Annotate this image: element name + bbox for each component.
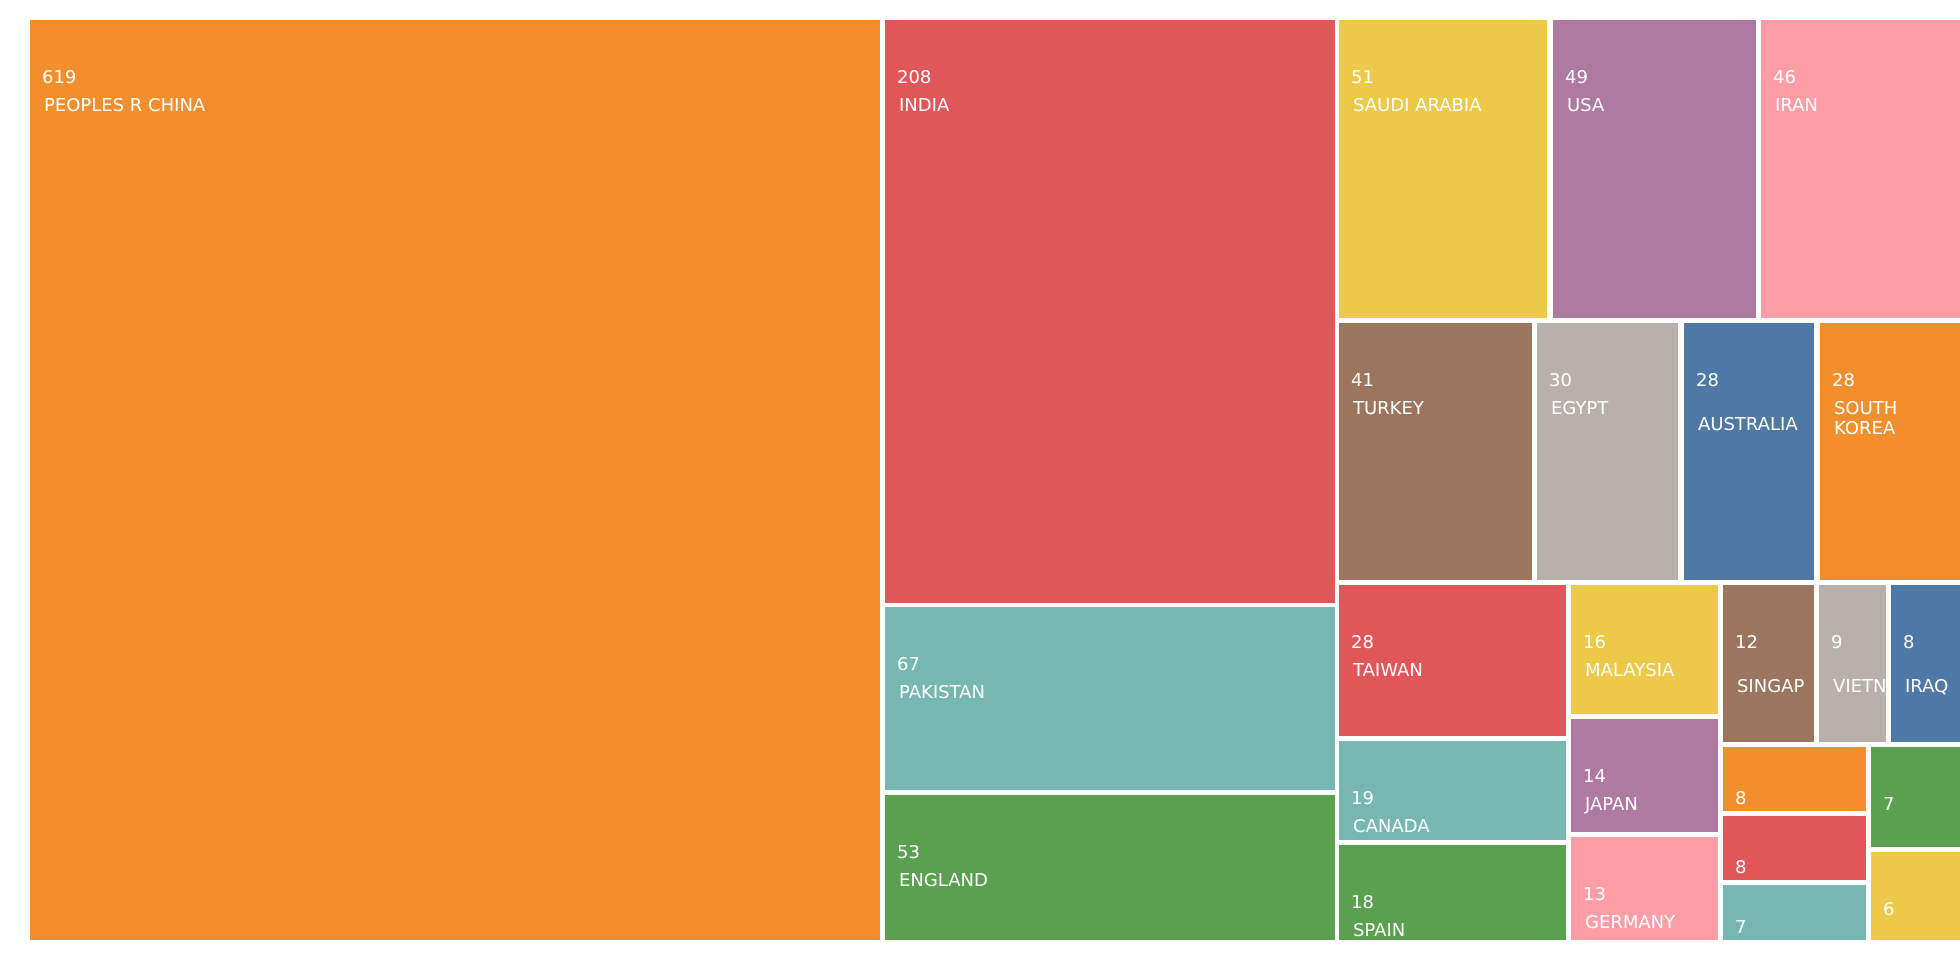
treemap-cell-value: 30	[1549, 370, 1572, 391]
treemap-cell-iran: 46 IRAN	[1761, 20, 1960, 318]
treemap-cell-value: 208	[897, 67, 932, 88]
treemap-cell-saudi-arabia: 51 SAUDI ARABIA	[1339, 20, 1547, 318]
treemap-cell-label: GERMANY	[1585, 912, 1676, 933]
treemap-cell-germany: 13 GERMANY	[1571, 837, 1718, 940]
treemap-cell-value: 9	[1831, 632, 1843, 653]
treemap-cell-label: SINGAP	[1737, 676, 1805, 697]
treemap-cell-value: 6	[1883, 899, 1895, 920]
treemap-cell-egypt: 30 EGYPT	[1537, 323, 1678, 580]
treemap-cell-canada: 19 CANADA	[1339, 741, 1566, 840]
treemap-cell-label: AUSTRALIA	[1698, 414, 1798, 435]
treemap-cell-japan: 14 JAPAN	[1571, 719, 1718, 832]
treemap-cell-value: 7	[1883, 794, 1895, 815]
treemap-cell-label: MALAYSIA	[1585, 660, 1675, 681]
treemap-cell-taiwan: 28 TAIWAN	[1339, 585, 1566, 736]
treemap-cell-label: CANADA	[1353, 816, 1430, 837]
treemap-cell-unlabeled-20: 8	[1723, 747, 1866, 811]
treemap-cell-label: PEOPLES R CHINA	[44, 95, 206, 116]
treemap-cell-value: 8	[1735, 857, 1747, 878]
treemap-cell-pakistan: 67 PAKISTAN	[885, 607, 1335, 790]
treemap-cell-malaysia: 16 MALAYSIA	[1571, 585, 1718, 714]
treemap-cell-peoples-r-china: 619 PEOPLES R CHINA	[30, 20, 880, 940]
treemap-cell-unlabeled-24: 6	[1871, 852, 1960, 940]
treemap-cell-usa: 49 USA	[1553, 20, 1756, 318]
treemap-cell-label: INDIA	[899, 95, 950, 116]
treemap-cell-value: 8	[1735, 788, 1747, 809]
treemap-cell-value: 14	[1583, 766, 1606, 787]
treemap-cell-label: TURKEY	[1353, 398, 1424, 419]
treemap-cell-label: ENGLAND	[899, 870, 988, 891]
treemap-cell-england: 53 ENGLAND	[885, 795, 1335, 940]
treemap-cell-value: 46	[1773, 67, 1796, 88]
treemap-cell-value: 12	[1735, 632, 1758, 653]
treemap-cell-value: 13	[1583, 884, 1606, 905]
treemap-cell-value: 28	[1351, 632, 1374, 653]
treemap-cell-value: 49	[1565, 67, 1588, 88]
treemap-cell-value: 53	[897, 842, 920, 863]
treemap-cell-value: 7	[1735, 917, 1747, 938]
treemap-cell-value: 619	[42, 67, 77, 88]
treemap-cell-turkey: 41 TURKEY	[1339, 323, 1532, 580]
treemap-cell-india: 208 INDIA	[885, 20, 1335, 603]
treemap-cell-label: TAIWAN	[1353, 660, 1423, 681]
treemap-cell-spain: 18 SPAIN	[1339, 845, 1566, 940]
treemap-cell-iraq: 8 IRAQ	[1891, 585, 1960, 742]
treemap-cell-value: 28	[1696, 370, 1719, 391]
treemap-cell-value: 67	[897, 654, 920, 675]
treemap-cell-singap: 12 SINGAP	[1723, 585, 1814, 742]
treemap-cell-unlabeled-23: 7	[1871, 747, 1960, 847]
treemap-cell-label: SPAIN	[1353, 920, 1406, 941]
treemap-cell-value: 41	[1351, 370, 1374, 391]
treemap-cell-label: VIETN	[1833, 676, 1886, 697]
treemap-cell-value: 28	[1832, 370, 1855, 391]
treemap-cell-value: 16	[1583, 632, 1606, 653]
treemap-cell-unlabeled-22: 7	[1723, 885, 1866, 940]
treemap-cell-label: PAKISTAN	[899, 682, 985, 703]
treemap-cell-label: IRAQ	[1905, 676, 1949, 697]
treemap-cell-label: IRAN	[1775, 95, 1818, 116]
treemap-cell-label: JAPAN	[1585, 794, 1638, 815]
treemap-cell-label: USA	[1567, 95, 1605, 116]
treemap-cell-value: 18	[1351, 892, 1374, 913]
treemap-cell-value: 51	[1351, 67, 1374, 88]
treemap-cell-value: 8	[1903, 632, 1915, 653]
treemap-cell-vietn: 9 VIETN	[1819, 585, 1886, 742]
treemap-cell-south-korea: 28 SOUTH KOREA	[1820, 323, 1960, 580]
treemap-cell-unlabeled-21: 8	[1723, 816, 1866, 880]
treemap-cell-label: SAUDI ARABIA	[1353, 95, 1482, 116]
treemap-cell-label: EGYPT	[1551, 398, 1609, 419]
treemap-cell-label: SOUTH KOREA	[1834, 398, 1898, 439]
treemap-cell-australia: 28 AUSTRALIA	[1684, 323, 1814, 580]
treemap-cell-value: 19	[1351, 788, 1374, 809]
